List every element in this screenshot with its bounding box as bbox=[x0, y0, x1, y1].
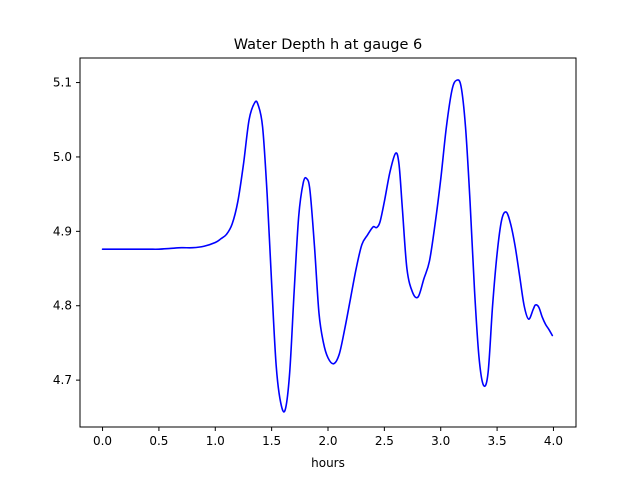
x-tick-label: 2.5 bbox=[375, 434, 394, 448]
x-tick-label: 1.0 bbox=[206, 434, 225, 448]
y-tick-label: 4.9 bbox=[53, 224, 72, 238]
x-tick-label: 2.0 bbox=[318, 434, 337, 448]
y-axis: 4.7 4.8 4.9 5.0 5.1 bbox=[53, 76, 80, 387]
y-tick-label: 5.1 bbox=[53, 76, 72, 90]
plot-area bbox=[101, 79, 554, 413]
x-tick-label: 4.0 bbox=[544, 434, 563, 448]
x-axis: 0.0 0.5 1.0 1.5 2.0 2.5 3.0 3.5 4.0 bbox=[93, 427, 563, 448]
y-tick-label: 4.7 bbox=[53, 373, 72, 387]
x-tick-label: 0.0 bbox=[93, 434, 112, 448]
x-tick-label: 3.0 bbox=[431, 434, 450, 448]
series-line-0 bbox=[101, 79, 554, 413]
x-axis-label: hours bbox=[311, 456, 345, 470]
x-tick-label: 1.5 bbox=[262, 434, 281, 448]
plot-frame bbox=[79, 57, 577, 428]
y-tick-label: 5.0 bbox=[53, 150, 72, 164]
chart-title: Water Depth h at gauge 6 bbox=[234, 37, 422, 53]
x-tick-label: 3.5 bbox=[488, 434, 507, 448]
y-tick-label: 4.8 bbox=[53, 299, 72, 313]
x-tick-label: 0.5 bbox=[149, 434, 168, 448]
